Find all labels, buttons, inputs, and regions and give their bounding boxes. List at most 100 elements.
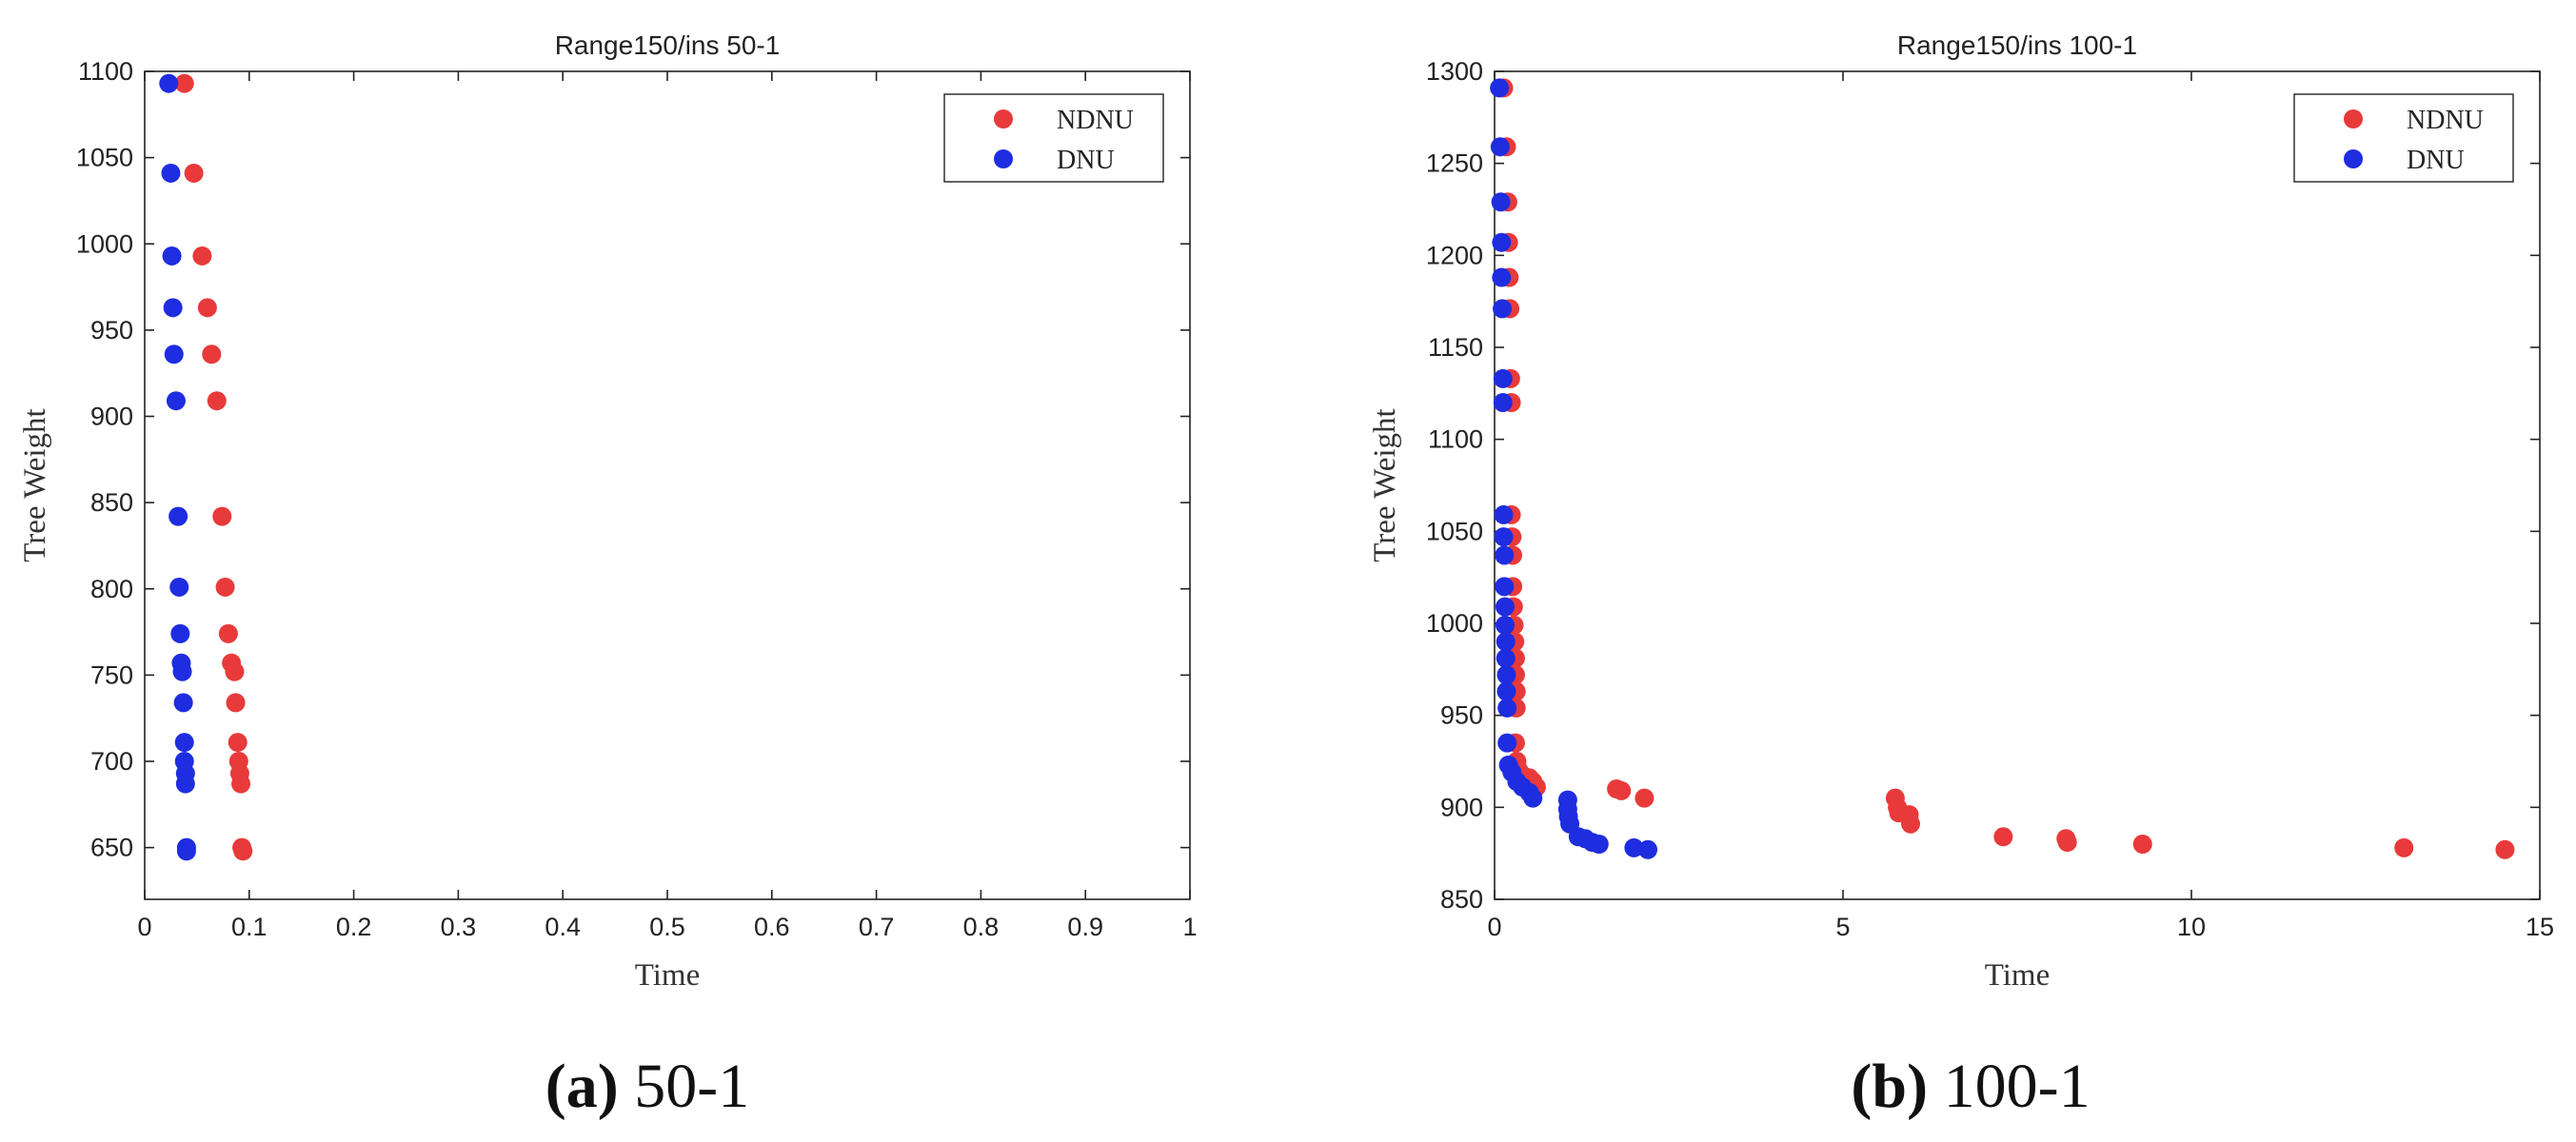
x-tick-label: 0.9: [1067, 913, 1103, 941]
x-ticks-a: 0 0.1 0.2 0.3 0.4 0.5 0.6 0.7 0.8 0.9 1: [137, 71, 1198, 941]
marker-dnu: [1496, 681, 1516, 701]
marker-dnu: [162, 246, 182, 266]
marker-dnu: [1493, 299, 1513, 319]
legend-box-a: [943, 93, 1164, 183]
marker-ndnu: [228, 733, 248, 753]
y-axis-label-b: Tree Weight: [1368, 408, 1402, 561]
marker-ndnu: [218, 623, 238, 643]
y-tick-label: 650: [90, 834, 133, 862]
marker-dnu: [1490, 78, 1510, 98]
marker-ndnu: [1901, 814, 1921, 834]
marker-dnu: [1495, 597, 1515, 617]
x-axis-label-a: Time: [635, 958, 700, 993]
x-tick-label: 10: [2177, 913, 2206, 941]
marker-ndnu: [2057, 833, 2077, 853]
y-tick-label: 1250: [1426, 149, 1483, 178]
marker-ndnu: [174, 73, 194, 93]
marker-dnu: [1495, 577, 1515, 597]
marker-dnu: [1523, 788, 1543, 808]
y-tick-label: 850: [1440, 885, 1483, 914]
marker-ndnu: [1635, 788, 1655, 808]
legend-marker-ndnu-a: [994, 109, 1013, 128]
y-ticks-b: 850 900 950 1000 1050 1100 1150 1200 1250 1300: [1426, 57, 2540, 914]
x-tick-label: 0: [1487, 913, 1501, 941]
y-tick-label: 950: [90, 316, 133, 345]
legend-label-ndnu-a: NDNU: [1057, 106, 1134, 135]
marker-dnu: [174, 733, 194, 753]
chart-panel-a: Range150/ins 50-1 0 0.1 0.2 0.3 0.4 0.5 0.6 0.7…: [18, 30, 1198, 993]
x-tick-label: 1: [1182, 913, 1197, 941]
marker-dnu: [170, 623, 190, 643]
markers-b: [1490, 78, 2515, 859]
x-tick-label: 15: [2526, 913, 2554, 941]
marker-ndnu: [2394, 837, 2414, 857]
y-tick-label: 1150: [1428, 333, 1483, 362]
marker-dnu: [1492, 232, 1512, 252]
y-axis-label-a: Tree Weight: [18, 408, 52, 561]
y-tick-label: 1100: [1428, 425, 1483, 454]
legend-label-ndnu-b: NDNU: [2407, 106, 2484, 135]
caption-a-text: 50-1: [619, 1052, 749, 1121]
plot-area-b: [1494, 70, 2541, 900]
y-tick-label: 1300: [1426, 57, 1483, 86]
x-tick-label: 0.5: [649, 913, 685, 941]
legend-marker-dnu-a: [994, 149, 1013, 168]
marker-ndnu: [2495, 839, 2515, 859]
marker-dnu: [1496, 632, 1516, 652]
chart-title-b: Range150/ins 100-1: [1897, 30, 2137, 60]
chart-title-a: Range150/ins 50-1: [555, 30, 781, 60]
marker-ndnu: [197, 298, 217, 318]
marker-dnu: [1589, 835, 1609, 854]
legend-label-dnu-a: DNU: [1057, 146, 1115, 175]
marker-dnu: [1492, 267, 1512, 287]
marker-ndnu: [212, 506, 232, 526]
markers-a: [159, 73, 253, 861]
marker-ndnu: [207, 391, 227, 411]
marker-dnu: [1493, 368, 1513, 388]
marker-dnu: [161, 163, 181, 183]
marker-dnu: [1638, 839, 1658, 859]
marker-dnu: [1493, 393, 1513, 412]
y-tick-label: 750: [90, 660, 133, 689]
marker-ndnu: [184, 163, 204, 183]
marker-dnu: [1494, 504, 1514, 524]
y-tick-label: 900: [1440, 793, 1483, 821]
x-ticks-b: 0 5 10 15: [1487, 71, 2554, 941]
marker-dnu: [1624, 837, 1644, 857]
y-tick-label: 850: [90, 488, 133, 517]
y-tick-label: 1200: [1426, 241, 1483, 269]
y-tick-label: 1000: [76, 229, 133, 258]
marker-ndnu: [225, 661, 245, 681]
plot-area-a: [144, 70, 1191, 900]
x-tick-label: 5: [1835, 913, 1850, 941]
marker-dnu: [1490, 137, 1510, 157]
caption-a: (a) 50-1: [545, 1052, 749, 1121]
marker-dnu: [1496, 648, 1516, 668]
marker-dnu: [1496, 665, 1516, 685]
x-tick-label: 0.1: [231, 913, 268, 941]
marker-dnu: [1491, 192, 1511, 212]
marker-dnu: [176, 841, 196, 861]
legend-marker-dnu-b: [2344, 149, 2363, 168]
marker-ndnu: [226, 693, 246, 713]
y-tick-label: 1000: [1426, 609, 1483, 638]
x-tick-label: 0.3: [441, 913, 477, 941]
legend-a: NDNU DNU: [943, 93, 1164, 183]
legend-marker-ndnu-b: [2344, 109, 2363, 128]
marker-dnu: [1497, 698, 1517, 718]
y-tick-label: 1100: [78, 57, 133, 86]
marker-dnu: [1494, 527, 1514, 547]
marker-ndnu: [202, 345, 222, 364]
x-tick-label: 0: [137, 913, 151, 941]
marker-dnu: [173, 693, 193, 713]
caption-b-letter: (b): [1851, 1052, 1928, 1121]
marker-dnu: [168, 506, 188, 526]
y-ticks-a: 650 700 750 800 850 900 950 1000 1050 1100: [76, 57, 1190, 862]
caption-b-text: 100-1: [1928, 1052, 2090, 1121]
marker-ndnu: [231, 774, 251, 794]
marker-dnu: [169, 577, 189, 597]
marker-dnu: [159, 73, 179, 93]
caption-b: (b) 100-1: [1851, 1052, 2090, 1121]
marker-ndnu: [215, 577, 235, 597]
